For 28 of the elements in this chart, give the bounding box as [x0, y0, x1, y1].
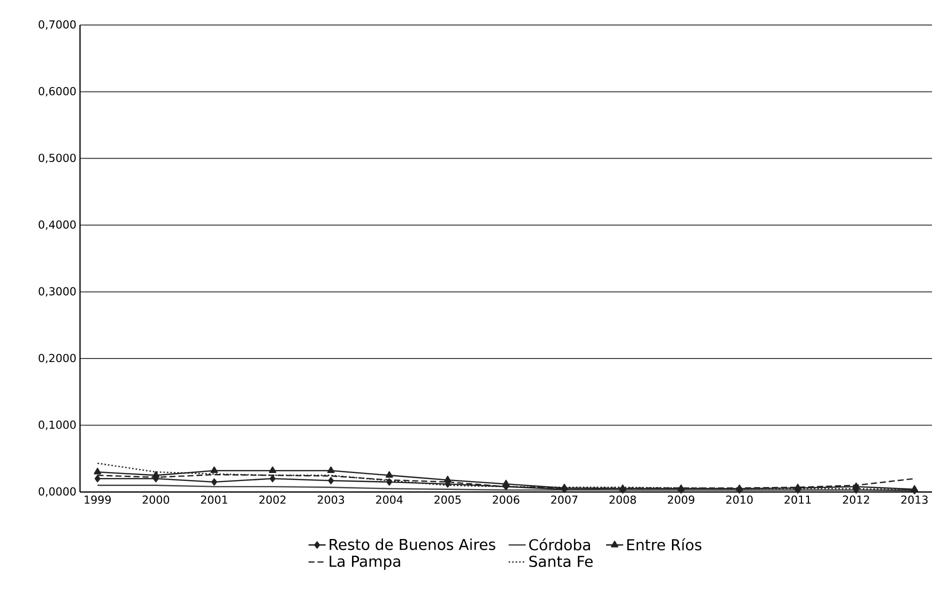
legend-label: Córdoba	[529, 538, 590, 550]
y-tick-label: 0,2000	[38, 354, 76, 364]
y-tick-label: 0,4000	[38, 220, 76, 230]
legend-label: La Pampa	[330, 556, 400, 570]
y-tick-label: 0,7000	[38, 20, 76, 30]
y-tick-label: 0,1000	[38, 420, 76, 430]
y-tick-label: 0,0000	[38, 487, 76, 497]
x-tick-label: 1999	[84, 496, 111, 504]
x-tick-label: 2003	[318, 496, 344, 504]
y-tick-label: 0,6000	[38, 87, 76, 96]
x-tick-label: 2004	[376, 496, 403, 504]
legend-label: Resto de Buenos Aires	[330, 538, 496, 550]
x-tick-label: 2000	[142, 496, 170, 504]
legend-label: Santa Fe	[529, 556, 593, 568]
x-tick-label: 2009	[668, 496, 694, 504]
x-tick-label: 2012	[842, 496, 870, 504]
x-tick-label: 2007	[551, 496, 578, 504]
y-tick-label: 0,3000	[38, 287, 76, 297]
x-tick-label: 2010	[726, 496, 753, 504]
x-tick-label: 2013	[901, 496, 928, 504]
x-tick-label: 2011	[784, 496, 811, 504]
x-tick-label: 2008	[610, 496, 636, 504]
legend-label: Entre Ríos	[627, 538, 702, 550]
x-tick-label: 2005	[434, 496, 461, 504]
x-tick-label: 2006	[492, 496, 520, 504]
x-tick-label: 2002	[259, 496, 286, 504]
y-tick-label: 0,5000	[38, 154, 76, 164]
x-tick-label: 2001	[201, 496, 228, 504]
